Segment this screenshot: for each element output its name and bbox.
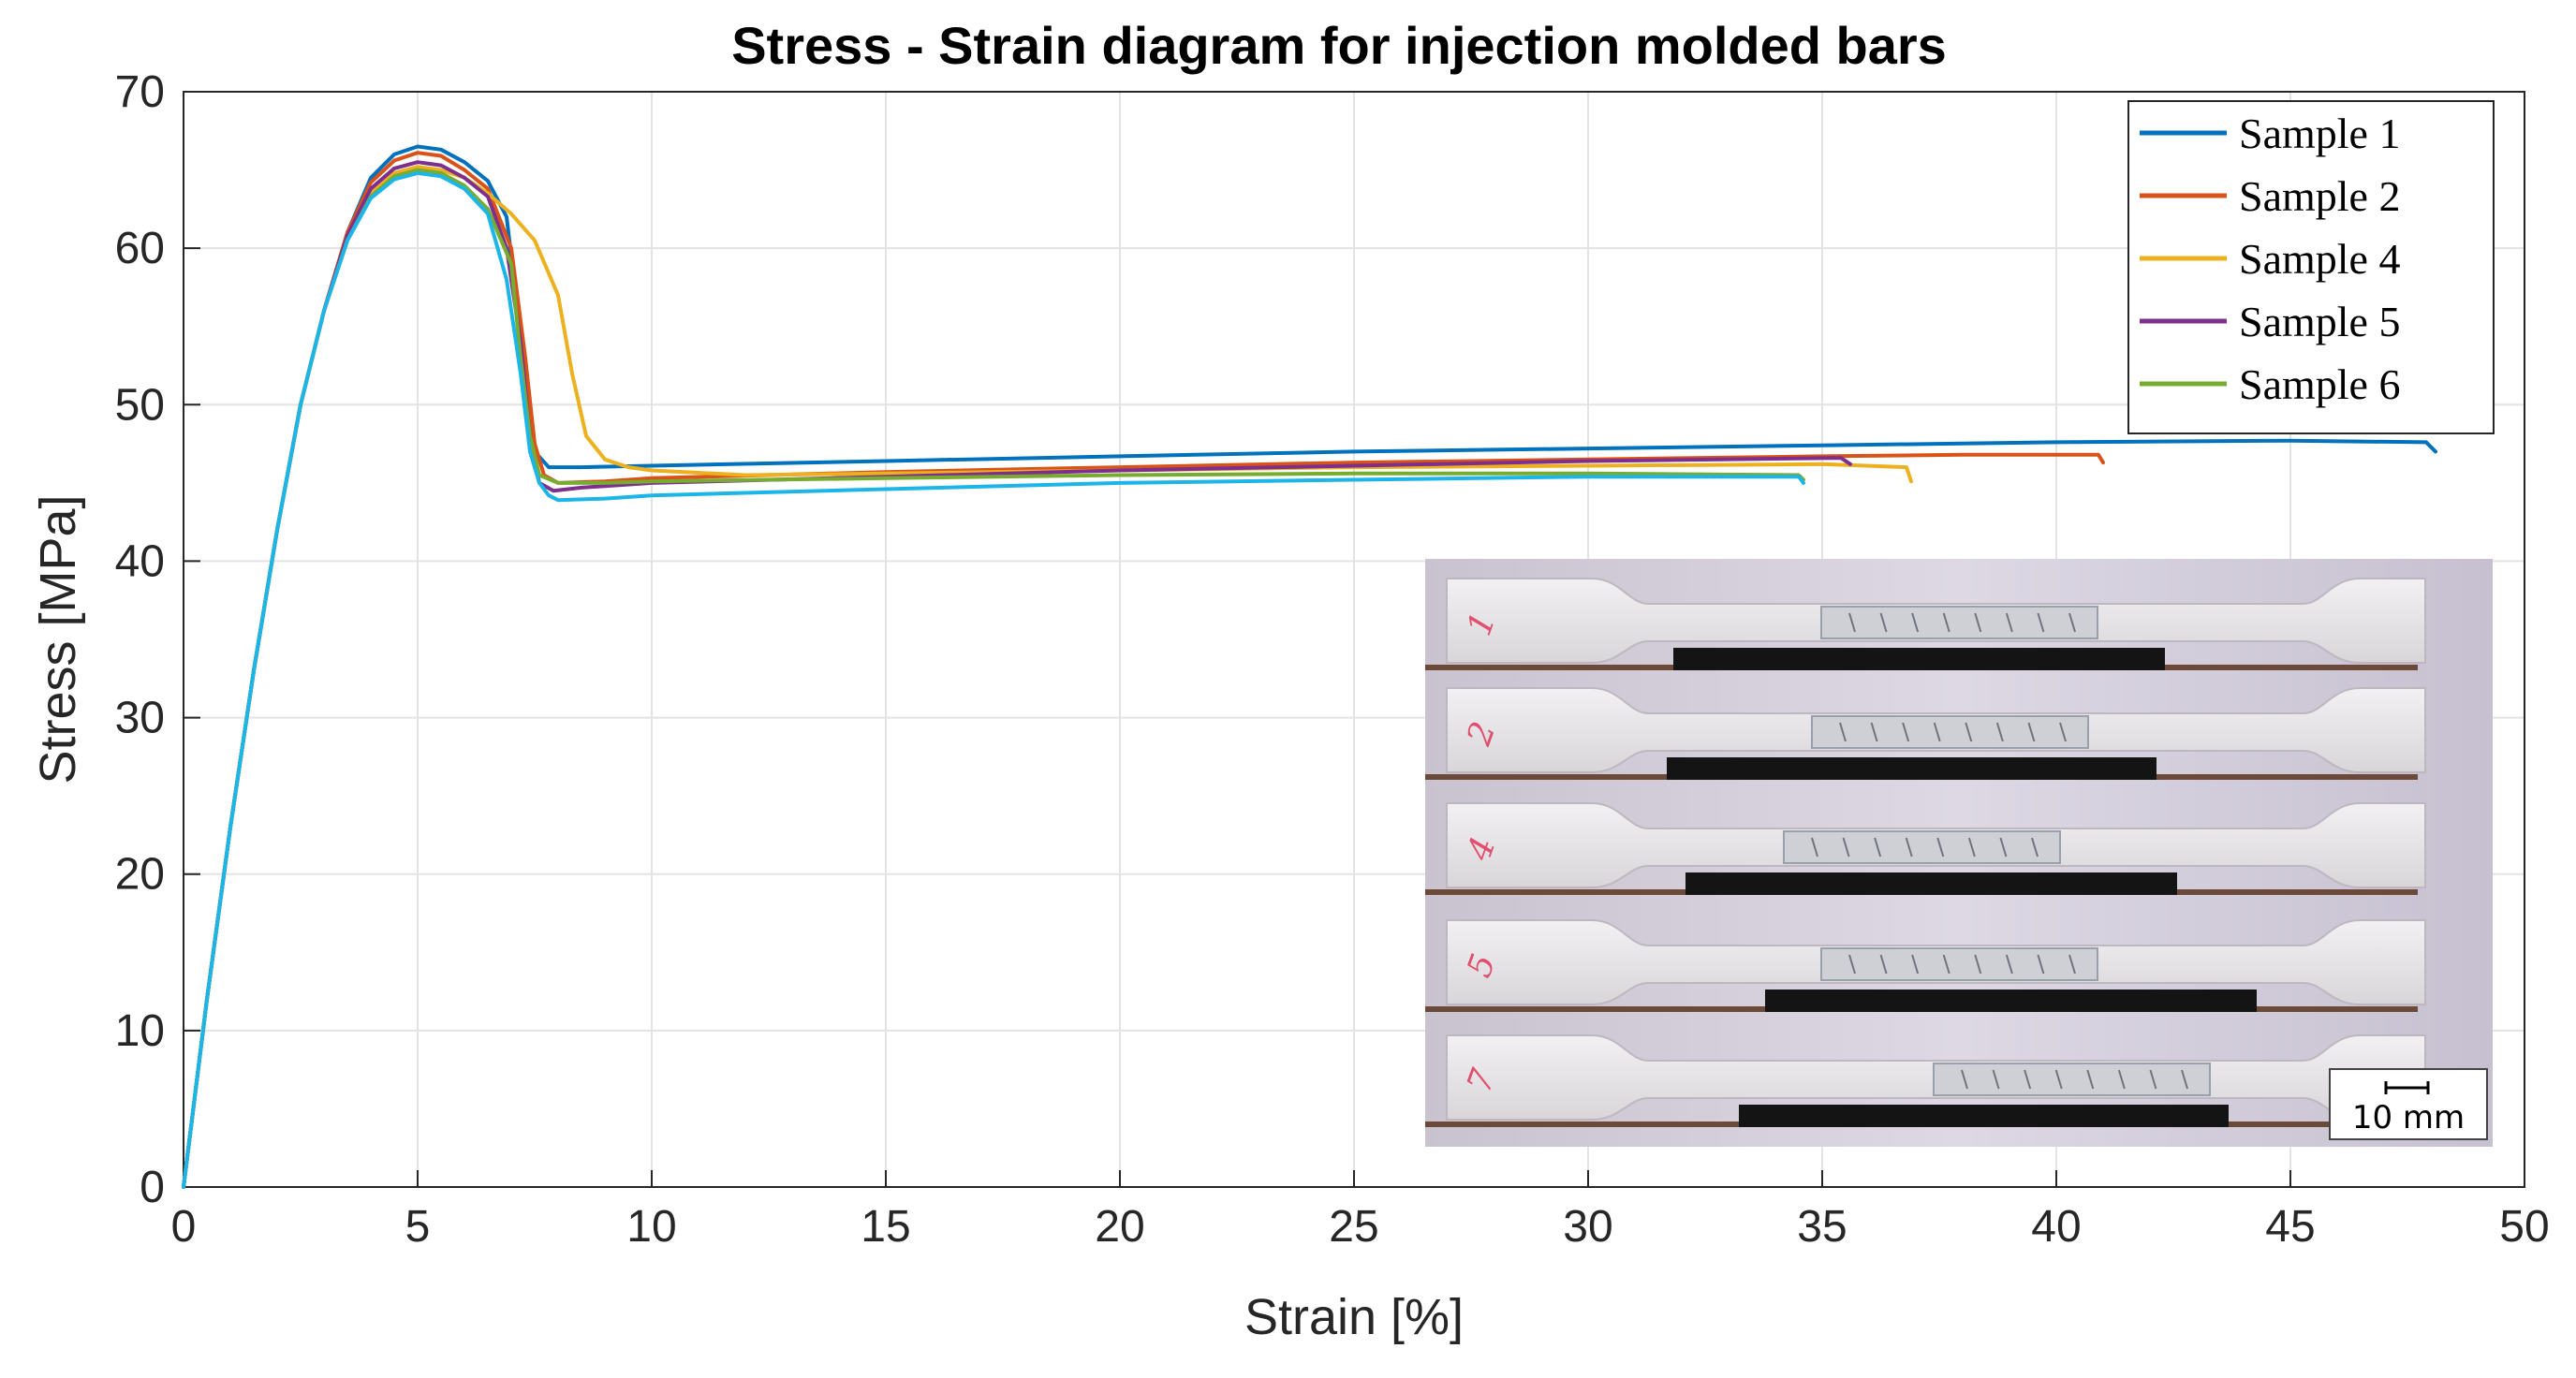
specimen-necked-region <box>1933 1063 2211 1096</box>
specimen-craze-mark <box>2031 837 2039 858</box>
specimen-fixture <box>1667 757 2156 780</box>
specimen-craze-mark <box>1874 837 1882 858</box>
specimen-craze-mark <box>1911 612 1920 633</box>
specimen-craze-mark <box>1974 612 1982 633</box>
specimen-craze-mark <box>1967 837 1976 858</box>
legend-box <box>2127 100 2495 434</box>
y-tick-label: 50 <box>115 380 165 430</box>
specimen-craze-mark <box>2086 1069 2095 1090</box>
legend-label: Sample 5 <box>2239 298 2400 345</box>
specimen-rows: 1 2 4 5 7 <box>1425 578 2426 1127</box>
specimen-fixture <box>1673 648 2165 670</box>
x-tick-label: 5 <box>405 1202 431 1252</box>
specimen-necked-region <box>1811 715 2089 749</box>
specimen-necked-region <box>1783 830 2061 864</box>
specimen-craze-mark <box>1974 954 1982 975</box>
x-tick-label: 50 <box>2499 1202 2549 1252</box>
x-axis-label: Strain [%] <box>1244 1289 1464 1345</box>
specimen-craze-mark <box>2037 612 2045 633</box>
specimen-craze-mark <box>1911 954 1920 975</box>
specimen-row: 4 <box>1425 802 2426 895</box>
specimen-row: 2 <box>1425 687 2426 780</box>
specimen-craze-mark <box>1879 612 1888 633</box>
specimen-row: 5 <box>1425 919 2426 1012</box>
specimen-craze-mark <box>1879 954 1888 975</box>
series-line-6 <box>182 170 1805 1189</box>
specimen-craze-mark <box>1961 1069 1968 1090</box>
specimen-necked-region <box>1820 947 2098 981</box>
x-tick-label: 25 <box>1329 1202 1378 1252</box>
specimen-craze-mark <box>1965 722 1973 742</box>
specimen-craze-mark <box>2149 1069 2157 1090</box>
specimen-photo-inset: 1 2 4 5 7 10 mm <box>1425 559 2493 1147</box>
legend-label: Sample 6 <box>2239 360 2400 408</box>
y-tick-label: 0 <box>140 1163 165 1212</box>
y-tick-label: 30 <box>115 694 165 743</box>
x-tick-label: 45 <box>2265 1202 2315 1252</box>
x-tick-label: 0 <box>171 1202 197 1252</box>
specimen-craze-mark <box>1848 954 1856 975</box>
specimen-craze-mark <box>1942 612 1950 633</box>
specimen-craze-mark <box>2117 1069 2126 1090</box>
y-axis-ticks: 0 10 20 30 40 50 60 70 <box>115 67 200 1212</box>
specimen-craze-mark <box>2054 1069 2063 1090</box>
y-tick-label: 60 <box>115 224 165 273</box>
specimen-craze-mark <box>1905 837 1913 858</box>
x-tick-label: 40 <box>2031 1202 2081 1252</box>
specimen-craze-mark <box>2068 612 2076 633</box>
x-tick-label: 20 <box>1095 1202 1144 1252</box>
specimen-craze-mark <box>1848 612 1856 633</box>
series-layer <box>182 144 2437 1189</box>
specimen-craze-mark <box>2037 954 2045 975</box>
specimen-craze-mark <box>2005 612 2013 633</box>
legend-label: Sample 2 <box>2239 172 2400 220</box>
specimen-craze-mark <box>2005 954 2013 975</box>
x-tick-label: 30 <box>1563 1202 1612 1252</box>
y-tick-label: 10 <box>115 1006 165 1056</box>
x-tick-label: 15 <box>861 1202 910 1252</box>
y-tick-label: 40 <box>115 536 165 586</box>
x-tick-label: 10 <box>626 1202 676 1252</box>
y-tick-label: 20 <box>115 850 165 900</box>
specimen-craze-mark <box>1870 722 1878 742</box>
legend: Sample 1 Sample 2 Sample 4 Sample 5 Sample 6 <box>2127 100 2495 434</box>
specimen-craze-mark <box>1842 837 1850 858</box>
specimen-craze-mark <box>1936 837 1945 858</box>
specimen-fixture <box>1739 1105 2229 1127</box>
specimen-craze-mark <box>2068 954 2076 975</box>
specimen-craze-mark <box>2027 722 2036 742</box>
specimen-craze-mark <box>1999 837 2008 858</box>
specimen-craze-mark <box>1811 837 1818 858</box>
specimen-craze-mark <box>1902 722 1910 742</box>
specimen-craze-mark <box>1995 722 2004 742</box>
x-axis-ticks: 0 5 10 15 20 25 30 35 40 45 50 <box>171 1170 2550 1252</box>
y-axis-label: Stress [MPa] <box>30 494 86 784</box>
specimen-craze-mark <box>1839 722 1847 742</box>
x-tick-label: 35 <box>1797 1202 1847 1252</box>
chart-title: Stress - Strain diagram for injection mo… <box>731 16 1947 75</box>
specimen-craze-mark <box>2181 1069 2188 1090</box>
specimen-craze-mark <box>2059 722 2067 742</box>
y-tick-label: 70 <box>115 67 165 117</box>
specimen-row: 7 <box>1425 1034 2426 1127</box>
legend-label: Sample 1 <box>2239 110 2400 157</box>
legend-label: Sample 4 <box>2239 235 2400 283</box>
specimen-craze-mark <box>1942 954 1950 975</box>
specimen-fixture <box>1685 872 2177 895</box>
scale-bar-box: 10 mm <box>2329 1068 2488 1140</box>
specimen-row: 1 <box>1425 578 2426 670</box>
specimen-craze-mark <box>2024 1069 2032 1090</box>
scale-bar-background <box>2329 1068 2488 1140</box>
specimen-fixture <box>1765 990 2257 1012</box>
specimen-craze-mark <box>1992 1069 2000 1090</box>
specimen-necked-region <box>1820 606 2098 639</box>
scale-bar-label: 10 mm <box>2352 1099 2465 1136</box>
specimen-craze-mark <box>1933 722 1941 742</box>
